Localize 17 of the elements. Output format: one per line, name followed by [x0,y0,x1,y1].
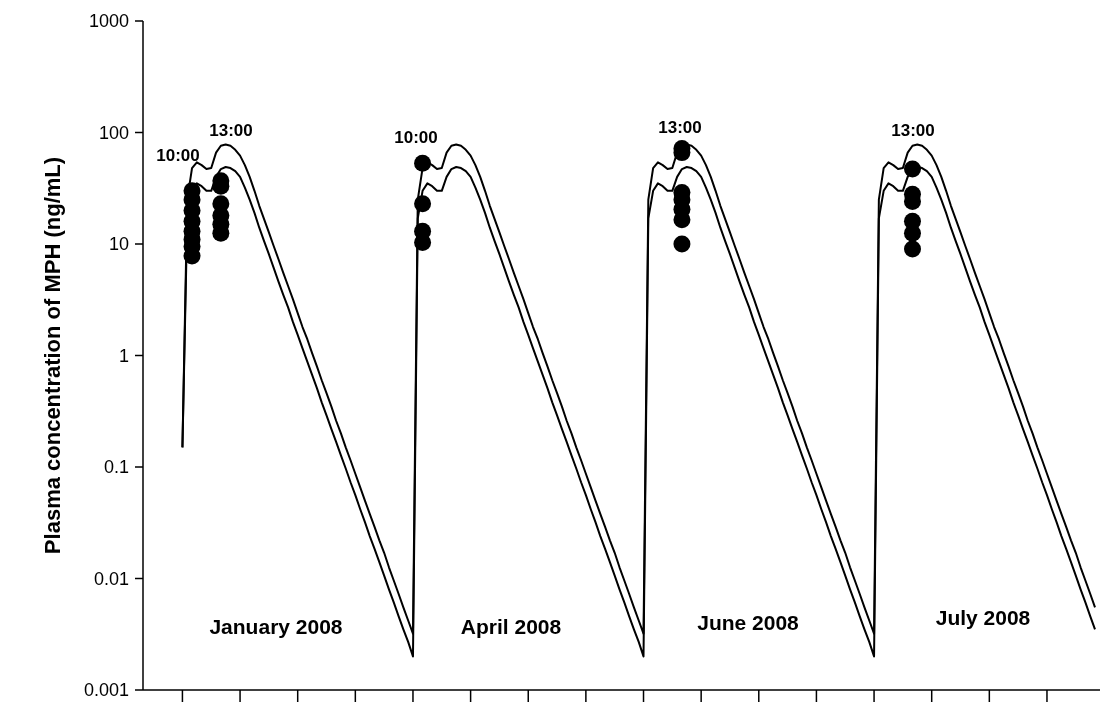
annotation: July 2008 [935,606,1031,630]
y-tick-label: 1000 [88,11,129,32]
y-tick-label: 100 [98,122,129,143]
y-tick-label: 0.1 [103,457,129,478]
y-axis-title: Plasma concentration of MPH (ng/mL) [40,156,65,555]
annotation: 13:00 [209,120,253,140]
annotation: 10:00 [156,145,200,165]
annotation: January 2008 [209,615,343,639]
annotation: April 2008 [460,615,562,639]
annotation: 13:00 [891,120,935,140]
annotation: 13:00 [658,117,702,137]
annotation: 10:00 [394,127,438,147]
y-tick-label: 0.001 [83,680,129,701]
y-tick-label: 10 [108,234,129,255]
y-tick-label: 1 [118,345,129,366]
y-tick-label: 0.01 [93,568,129,589]
annotation: June 2008 [697,611,800,635]
